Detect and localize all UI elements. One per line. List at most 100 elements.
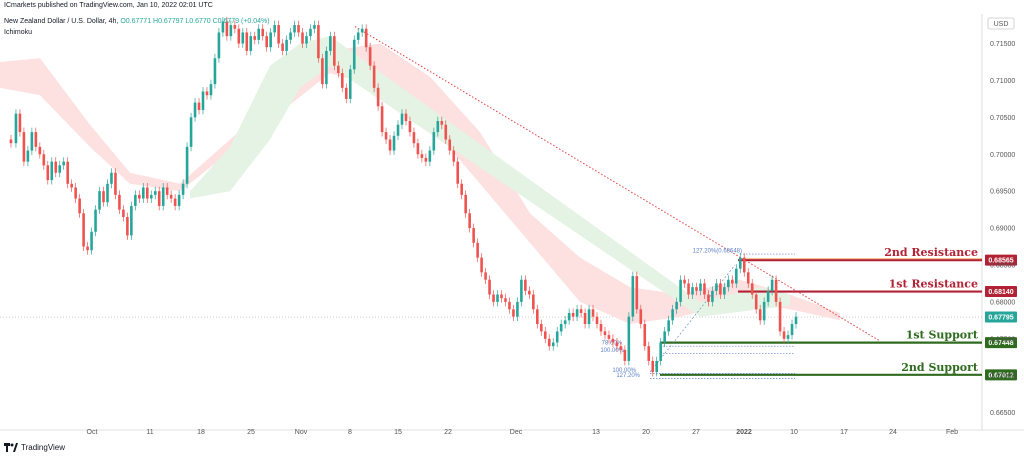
candle xyxy=(428,146,432,167)
svg-text:100.00%: 100.00% xyxy=(600,348,624,354)
candle xyxy=(655,356,659,377)
candle xyxy=(237,24,241,48)
symbol-title: New Zealand Dollar / U.S. Dollar, 4h, xyxy=(4,18,119,25)
ohlc-values: O0.67771 H0.67797 L0.6770 C0.6779 (+0.04… xyxy=(120,18,270,25)
candle xyxy=(281,39,284,56)
candle xyxy=(86,242,89,255)
time-tick: 15 xyxy=(394,429,402,436)
level-1st-support: 1st Support 0.67448 xyxy=(660,329,1017,349)
candle xyxy=(185,142,189,189)
price-tick: 0.66500 xyxy=(990,410,1015,417)
candle xyxy=(635,271,639,314)
indicator-name: Ichimoku xyxy=(4,29,33,36)
candle xyxy=(707,290,710,307)
candle xyxy=(46,160,50,185)
candle xyxy=(181,179,185,200)
candle xyxy=(567,308,571,325)
candle xyxy=(639,304,643,329)
candle xyxy=(774,275,778,307)
candle xyxy=(667,315,670,336)
candle xyxy=(444,120,448,144)
candle xyxy=(651,356,655,377)
candle xyxy=(149,190,153,203)
price-tick: 0.70000 xyxy=(990,152,1015,159)
candle xyxy=(496,290,499,307)
candle xyxy=(356,28,360,45)
candle xyxy=(317,20,320,63)
candle xyxy=(368,42,372,71)
level-price-tag: 0.68565 xyxy=(988,258,1013,265)
candle xyxy=(82,208,85,251)
candle xyxy=(145,183,149,203)
candle xyxy=(750,279,754,299)
candle xyxy=(460,179,463,200)
time-tick: 13 xyxy=(592,429,600,436)
candle xyxy=(372,61,376,93)
candles xyxy=(9,16,798,377)
time-tick: 10 xyxy=(790,429,798,436)
candle xyxy=(241,28,245,48)
candle xyxy=(468,208,471,233)
candle xyxy=(520,275,523,307)
candle xyxy=(22,127,26,167)
candle xyxy=(360,24,364,37)
candle xyxy=(233,20,237,34)
fib-leg xyxy=(649,264,736,373)
candle xyxy=(257,24,261,45)
svg-text:127.20%(0.68648): 127.20%(0.68648) xyxy=(693,249,742,255)
candle xyxy=(277,20,280,48)
price-tick: 0.69000 xyxy=(990,226,1015,233)
time-axis[interactable]: Oct 11 18 25 Nov 8 15 22 Dec 13 20 27 2022 10 17 24 Feb xyxy=(87,429,959,436)
candle xyxy=(293,20,296,37)
candle xyxy=(516,297,519,322)
candle xyxy=(173,194,177,211)
candle xyxy=(189,112,193,152)
current-price-tag: 0.67795 xyxy=(985,311,1017,323)
candle xyxy=(599,319,603,336)
tradingview-brand: TradingView xyxy=(21,443,66,452)
candle xyxy=(54,157,58,178)
candle xyxy=(30,127,34,155)
candle xyxy=(297,20,300,37)
tradingview-logo[interactable]: TradingView xyxy=(4,443,65,452)
candle xyxy=(388,135,392,155)
candle xyxy=(703,279,706,299)
time-tick: 20 xyxy=(642,429,650,436)
candle xyxy=(691,282,694,299)
candle xyxy=(536,304,539,329)
time-tick: 17 xyxy=(840,429,848,436)
candle xyxy=(719,279,722,299)
candle xyxy=(603,326,607,340)
candle xyxy=(643,319,647,351)
time-tick: 27 xyxy=(692,429,700,436)
candle xyxy=(563,315,567,329)
fib-level: 127.20% xyxy=(616,373,795,379)
candle xyxy=(500,290,503,303)
candle xyxy=(142,183,145,203)
candle xyxy=(456,157,460,189)
support-resistance-levels: 2nd Resistance 0.68565 1st Resistance 0.681… xyxy=(660,246,1017,381)
candle xyxy=(607,330,611,344)
price-axis[interactable]: 0.71500 0.71000 0.70500 0.70000 0.69500 0.690… xyxy=(990,41,1015,417)
time-tick: Dec xyxy=(510,429,523,436)
candle xyxy=(42,149,46,170)
grid xyxy=(0,14,1024,431)
svg-text:0.67795: 0.67795 xyxy=(988,315,1013,322)
candle xyxy=(309,24,312,41)
candle xyxy=(249,31,253,56)
candle xyxy=(623,345,627,366)
candle xyxy=(464,190,467,218)
candle xyxy=(14,109,18,148)
candle xyxy=(273,20,276,37)
candle xyxy=(329,31,332,56)
time-tick: 11 xyxy=(146,429,153,436)
candle xyxy=(679,275,682,307)
candle xyxy=(416,138,420,159)
candle xyxy=(671,304,674,325)
candle xyxy=(432,127,436,155)
candle xyxy=(138,190,141,203)
candle xyxy=(543,326,547,344)
candle xyxy=(153,186,157,200)
time-tick: 18 xyxy=(197,429,205,436)
